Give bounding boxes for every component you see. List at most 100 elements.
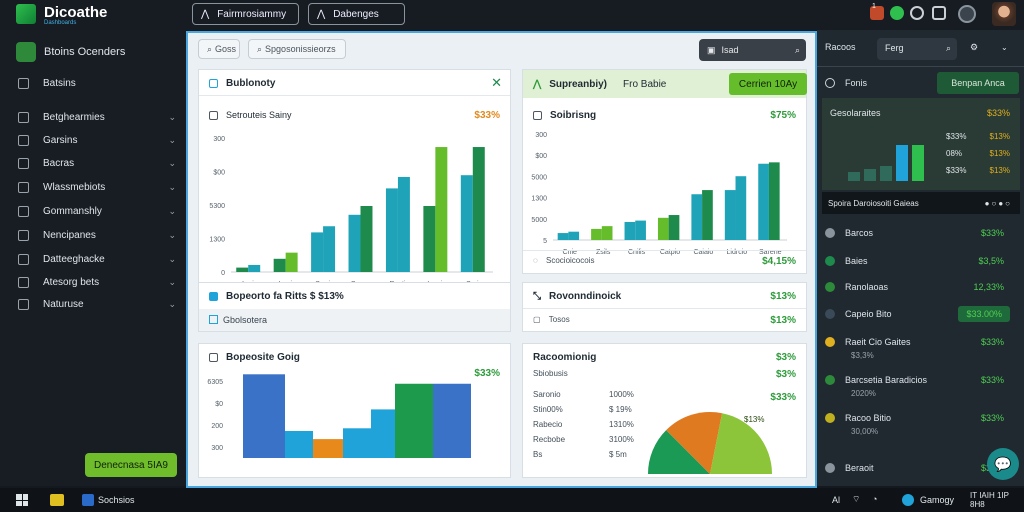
- x-tick-label: Catpio: [660, 249, 680, 256]
- pager-dots[interactable]: ●○●○: [984, 198, 1012, 208]
- right-list-label: Barcos: [845, 228, 874, 238]
- chevron-down-icon[interactable]: ⌄: [168, 229, 176, 240]
- right-list-item[interactable]: Barcos $33%: [825, 224, 1018, 242]
- sidebar-item[interactable]: Atesorg bets ⌄: [18, 274, 182, 290]
- card-title: Bublonoty: [209, 78, 275, 89]
- sidebar-item[interactable]: Nencipanes ⌄: [18, 227, 182, 243]
- right-list-item[interactable]: Baies $3,5%: [825, 252, 1018, 270]
- stat-change: $13%: [989, 166, 1010, 175]
- right-search-input[interactable]: Ferg ⌕: [877, 38, 957, 60]
- bar: [385, 188, 398, 272]
- sidebar-item[interactable]: Gommanshly ⌄: [18, 203, 182, 219]
- search-icon: ⌕: [794, 44, 800, 55]
- right-list-value: $33%: [980, 337, 1004, 347]
- network-icon[interactable]: ⌔: [852, 494, 861, 504]
- refresh-icon[interactable]: [932, 6, 946, 20]
- area-segment: [371, 409, 395, 458]
- app-subtitle: Dashboards: [44, 20, 77, 26]
- sidebar-item-label: Datteeghacke: [43, 253, 105, 265]
- chat-icon[interactable]: 💬: [987, 448, 1019, 480]
- search-icon: ⌕: [207, 43, 213, 54]
- sidebar-item-label: Batsins: [43, 77, 76, 89]
- chevron-down-icon[interactable]: ⌄: [168, 134, 176, 145]
- right-list-label: Racoo Bitio: [845, 413, 892, 423]
- taskbar-app-label[interactable]: Sochsios: [98, 495, 135, 505]
- dark-search-field[interactable]: ▣ Isad ⌕: [699, 39, 806, 61]
- dashboard-icon: [18, 77, 29, 89]
- pie-label: $13%: [744, 415, 764, 424]
- area-segment: [285, 431, 313, 458]
- sidebar-item[interactable]: Betghearmies ⌄: [18, 109, 182, 125]
- settings-icon[interactable]: ⚙: [970, 41, 979, 52]
- divider: [523, 308, 806, 309]
- search-icon: ⌕: [945, 43, 951, 53]
- breakdown-row-label: Stin00%: [533, 405, 563, 414]
- rounding-title-text: Rovonndinoick: [549, 291, 622, 302]
- search-value: Goss: [215, 44, 237, 54]
- wifi-icon[interactable]: ◔: [872, 494, 878, 504]
- sidebar-item[interactable]: Datteeghacke ⌄: [18, 251, 182, 267]
- bar: [248, 264, 261, 272]
- settings-icon[interactable]: [910, 6, 924, 20]
- close-icon[interactable]: ✕: [491, 75, 502, 90]
- right-list-item[interactable]: Capeio Bito $33.00%: [825, 305, 1018, 323]
- item-icon: [825, 337, 835, 347]
- y-tick-label: 0: [221, 270, 225, 277]
- right-list-label: Ranolaoas: [845, 282, 889, 292]
- bar: [397, 176, 410, 272]
- chevron-down-icon[interactable]: ⌄: [168, 276, 176, 287]
- sidebar-item[interactable]: Naturuse ⌄: [18, 296, 182, 312]
- chevron-down-icon[interactable]: ⌄: [168, 157, 176, 168]
- supply-action-button[interactable]: Cerrien 10Ay: [729, 73, 807, 95]
- sidebar-item[interactable]: Batsins: [18, 75, 182, 91]
- area-segment: [433, 383, 471, 458]
- right-section-button[interactable]: Benpan Anca: [937, 72, 1019, 94]
- mini-bar: [896, 145, 908, 181]
- account-icon[interactable]: [958, 5, 976, 23]
- right-list-item[interactable]: Racoo Bitio $33%: [825, 409, 1018, 427]
- supply-chart-card: ⋀ Supreanbiy) Fro Babie Cerrien 10Ay Soi…: [522, 69, 807, 274]
- right-list-sub: 2020%: [851, 389, 876, 398]
- filter-value: Spgosonissieorzs: [265, 44, 336, 54]
- right-list-item[interactable]: Ranolaoas 12,33%: [825, 278, 1018, 296]
- notification-icon[interactable]: 1: [870, 3, 884, 20]
- chevron-down-icon[interactable]: ⌄: [168, 181, 176, 192]
- chevron-down-icon[interactable]: ⌄: [168, 205, 176, 216]
- mini-bar: [864, 169, 876, 181]
- right-search-label: Racoos: [825, 42, 856, 52]
- status-icon[interactable]: [890, 6, 904, 20]
- breakdown-card: Racoomionig $3% Sbiobusis $3% $33% Saron…: [522, 343, 807, 478]
- expand-icon: ⤡: [533, 291, 541, 302]
- rounding-sub-text: Tosos: [548, 315, 570, 324]
- x-tick-label: Cnilis: [628, 249, 646, 256]
- report-row[interactable]: Gbolsotera: [199, 309, 510, 331]
- breakdown-sub: Sbiobusis: [533, 369, 568, 378]
- sidebar-item[interactable]: Bacras ⌄: [18, 155, 182, 171]
- tab-dabenges[interactable]: ⋀ Dabenges: [308, 3, 405, 25]
- sidebar-item-label: Wlassmebiots: [43, 181, 106, 193]
- tab-label: Fairmrosiammy: [217, 8, 287, 20]
- chevron-down-icon[interactable]: ⌄: [1001, 42, 1008, 52]
- filter-input[interactable]: ⌕ Spgosonissieorzs: [248, 39, 346, 59]
- tab-fairmrosiammy[interactable]: ⋀ Fairmrosiammy: [192, 3, 299, 25]
- right-list-item[interactable]: Raeit Cio Gaites $33%: [825, 333, 1018, 351]
- search-input[interactable]: ⌕ Goss: [198, 39, 240, 59]
- start-icon[interactable]: [16, 494, 28, 506]
- sidebar-item[interactable]: Garsins ⌄: [18, 132, 182, 148]
- right-list-item[interactable]: Barcsetia Baradicios $33%: [825, 371, 1018, 389]
- right-list-sub: 30,00%: [851, 427, 879, 436]
- avatar[interactable]: [992, 2, 1016, 26]
- sidebar-action-button[interactable]: Denecnasa 5IA9: [85, 453, 177, 477]
- sidebar-item[interactable]: Wlassmebiots ⌄: [18, 179, 182, 195]
- pie-slice: [666, 412, 723, 474]
- pulse-icon: ⋀: [533, 79, 542, 90]
- chevron-down-icon[interactable]: ⌄: [168, 111, 176, 122]
- chevron-down-icon[interactable]: ⌄: [168, 298, 176, 309]
- app-icon[interactable]: [82, 494, 94, 506]
- right-list-label: Baies: [845, 256, 868, 266]
- bar: [423, 206, 436, 272]
- item-icon: [825, 463, 835, 473]
- bar: [323, 226, 336, 272]
- folder-icon[interactable]: [50, 494, 64, 506]
- chevron-down-icon[interactable]: ⌄: [168, 253, 176, 264]
